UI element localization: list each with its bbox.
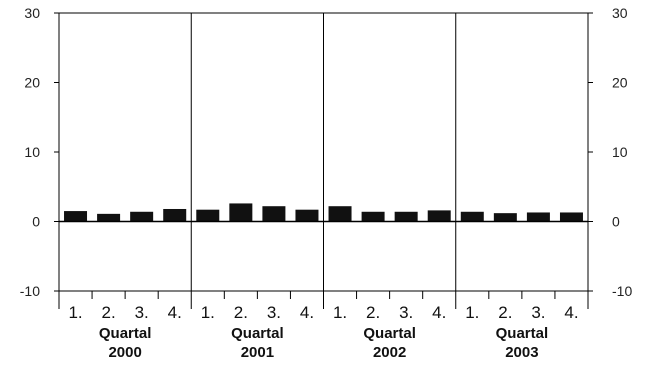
quarter-label: 4. <box>168 303 182 322</box>
group-label-line1: Quartal <box>231 325 284 342</box>
group-label-line2: 2001 <box>241 344 274 361</box>
group-label-line1: Quartal <box>496 325 549 342</box>
quarter-label: 1. <box>465 303 479 322</box>
bar <box>328 206 352 222</box>
y-tick-label-left: 30 <box>24 5 40 21</box>
quarter-label: 2. <box>366 303 380 322</box>
bar <box>526 212 550 222</box>
bar <box>559 212 583 222</box>
quarter-label: 1. <box>68 303 82 322</box>
quarter-label: 2. <box>498 303 512 322</box>
quarter-label: 4. <box>432 303 446 322</box>
bar <box>460 211 484 222</box>
bar <box>97 213 121 222</box>
quarter-label: 1. <box>333 303 347 322</box>
quarter-label: 3. <box>531 303 545 322</box>
y-tick-label-right: 10 <box>612 144 628 160</box>
y-tick-label-left: 0 <box>32 214 40 230</box>
y-tick-label-right: 20 <box>612 75 628 91</box>
quarter-label: 2. <box>234 303 248 322</box>
bar <box>196 209 220 222</box>
group-label-line2: 2000 <box>108 344 141 361</box>
quarter-label: 3. <box>399 303 413 322</box>
group-label-line2: 2003 <box>505 344 538 361</box>
quarter-label: 4. <box>564 303 578 322</box>
y-tick-label-left: -10 <box>20 283 40 299</box>
group-label-line1: Quartal <box>363 325 416 342</box>
bar <box>262 206 286 222</box>
group-label-line1: Quartal <box>99 325 152 342</box>
y-tick-label-right: 30 <box>612 5 628 21</box>
bar <box>295 209 319 222</box>
quarter-label: 3. <box>267 303 281 322</box>
group-label-line2: 2002 <box>373 344 406 361</box>
y-tick-label-right: 0 <box>612 214 620 230</box>
bar <box>361 211 385 222</box>
quarter-label: 1. <box>201 303 215 322</box>
y-tick-label-left: 10 <box>24 144 40 160</box>
y-tick-label-left: 20 <box>24 75 40 91</box>
bar <box>493 213 517 222</box>
bar <box>163 208 187 222</box>
bar <box>394 211 418 222</box>
quarter-label: 4. <box>300 303 314 322</box>
y-tick-label-right: -10 <box>612 283 632 299</box>
bar <box>64 211 88 222</box>
bar <box>229 203 253 222</box>
quarter-label: 3. <box>135 303 149 322</box>
bar <box>130 211 154 222</box>
bar <box>427 210 451 222</box>
quarter-label: 2. <box>102 303 116 322</box>
